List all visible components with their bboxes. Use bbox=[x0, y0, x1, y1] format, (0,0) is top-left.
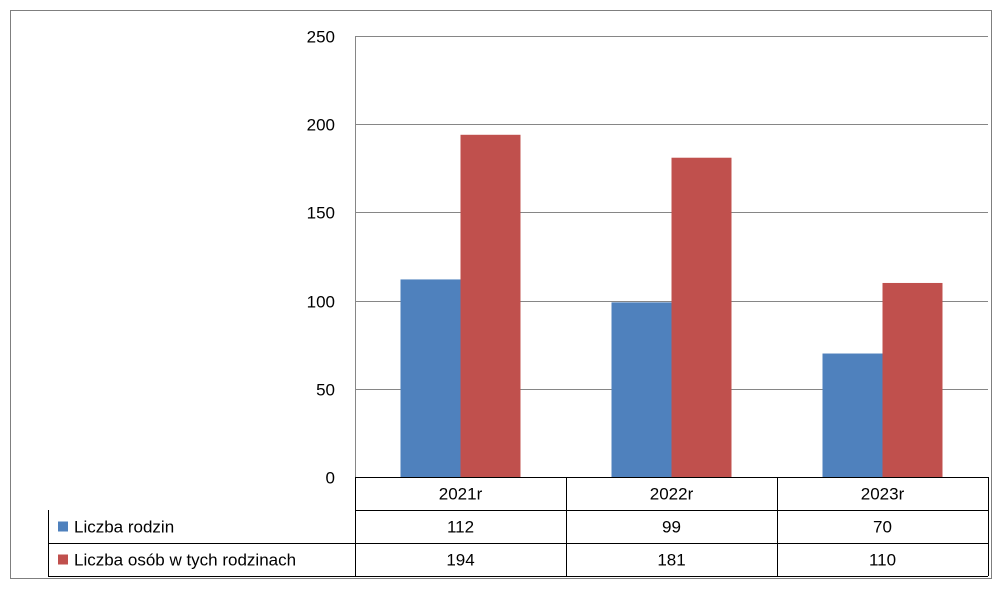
bar-series-2 bbox=[882, 282, 943, 477]
bar-series-1 bbox=[611, 302, 672, 477]
table-cell-value: 110 bbox=[869, 551, 896, 570]
y-tick-label: 200 bbox=[307, 116, 335, 135]
chart-border bbox=[10, 10, 992, 579]
bars bbox=[400, 134, 943, 477]
y-tick-label: 0 bbox=[326, 469, 335, 488]
bar-series-2 bbox=[671, 157, 732, 477]
x-tick-label: 2021r bbox=[439, 485, 483, 504]
legend-label: Liczba rodzin bbox=[74, 518, 174, 537]
data-table: 2021r 2022r 2023r Liczba rodzin 112 99 70 Liczb… bbox=[48, 477, 989, 577]
table-cell-value: 70 bbox=[873, 518, 892, 537]
bar-series-1 bbox=[822, 353, 883, 477]
table-cell-value: 112 bbox=[447, 518, 474, 537]
y-tick-label: 150 bbox=[307, 204, 335, 223]
x-tick-label: 2023r bbox=[861, 485, 905, 504]
y-tick-label: 250 bbox=[307, 28, 335, 47]
table-cell-value: 194 bbox=[446, 551, 474, 570]
y-tick-labels: 0 50 100 150 200 250 bbox=[307, 28, 335, 488]
y-tick-label: 50 bbox=[316, 381, 335, 400]
y-tick-label: 100 bbox=[307, 293, 335, 312]
table-cell-value: 181 bbox=[657, 551, 685, 570]
plot-area: 0 50 100 150 200 250 bbox=[307, 28, 988, 488]
legend-key bbox=[58, 554, 68, 565]
x-tick-label: 2022r bbox=[650, 485, 694, 504]
table-cell-value: 99 bbox=[662, 518, 681, 537]
legend-key bbox=[58, 521, 68, 532]
bar-series-1 bbox=[400, 279, 461, 477]
bar-series-2 bbox=[460, 134, 521, 477]
legend-label: Liczba osób w tych rodzinach bbox=[74, 551, 296, 570]
